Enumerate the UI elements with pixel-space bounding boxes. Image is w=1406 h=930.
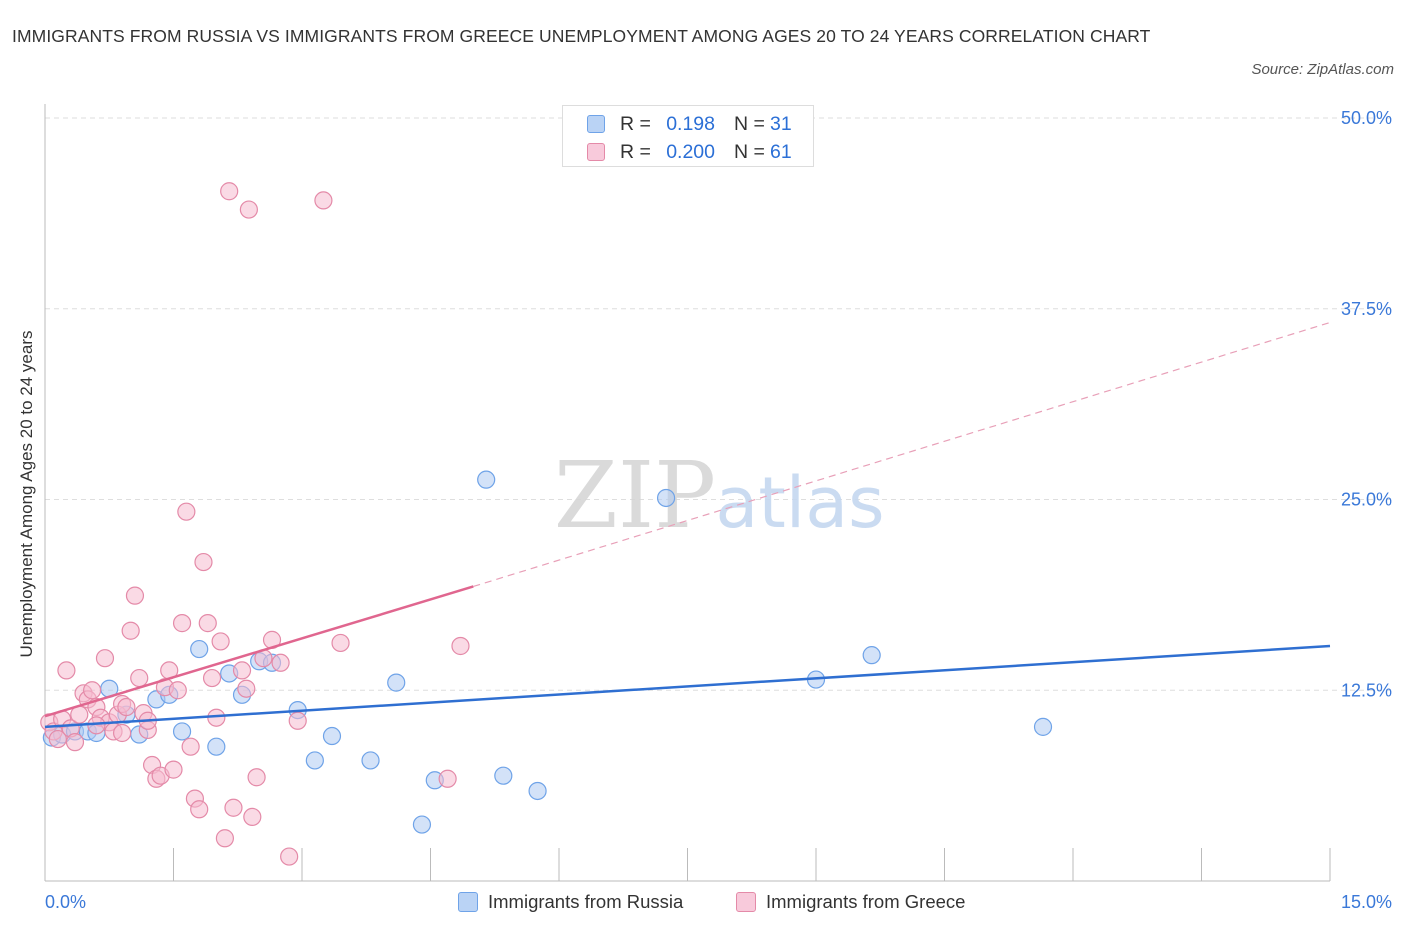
greece-point bbox=[331, 633, 350, 653]
watermark-zip: ZIP bbox=[554, 442, 716, 549]
greece-point bbox=[83, 681, 102, 700]
greece-point bbox=[288, 711, 307, 730]
greece-point bbox=[194, 552, 213, 572]
russia-point bbox=[322, 726, 342, 746]
greece-point bbox=[215, 829, 234, 848]
greece-point bbox=[190, 800, 209, 819]
greece-point bbox=[451, 636, 470, 656]
russia-point bbox=[412, 815, 432, 834]
russia-point bbox=[387, 673, 406, 692]
russia-point bbox=[528, 781, 547, 801]
greece-point bbox=[164, 760, 183, 779]
greece-point bbox=[220, 182, 239, 201]
y-tick-label: 50.0% bbox=[1341, 108, 1392, 128]
greece-point bbox=[239, 200, 258, 219]
greece-point bbox=[232, 661, 252, 680]
greece-point bbox=[237, 679, 256, 698]
russia-point bbox=[494, 766, 513, 785]
greece-point bbox=[87, 716, 106, 735]
russia-r-label: R = bbox=[620, 113, 651, 135]
russia-swatch bbox=[587, 115, 605, 133]
legend-greece-swatch bbox=[736, 892, 756, 912]
russia-point bbox=[305, 751, 324, 770]
greece-n-value: 61 bbox=[770, 141, 792, 163]
y-tick-label: 12.5% bbox=[1341, 680, 1392, 700]
russia-point bbox=[172, 722, 192, 741]
greece-point bbox=[112, 723, 132, 743]
greece-point bbox=[95, 649, 115, 668]
greece-point bbox=[198, 614, 217, 633]
greece-point bbox=[117, 697, 136, 717]
greece-point bbox=[314, 191, 333, 210]
greece-point bbox=[271, 653, 290, 672]
greece-point bbox=[125, 586, 145, 605]
greece-point bbox=[181, 737, 200, 756]
grid-layer bbox=[45, 117, 1390, 691]
greece-trend-extension bbox=[473, 321, 1331, 588]
points-layer bbox=[40, 182, 1053, 866]
greece-point bbox=[211, 632, 230, 651]
watermark: ZIP atlas bbox=[554, 442, 885, 549]
x-tick-label: 15.0% bbox=[1341, 892, 1392, 912]
greece-point bbox=[65, 733, 85, 752]
russia-point bbox=[477, 470, 496, 489]
legend-greece-label: Immigrants from Greece bbox=[766, 891, 966, 912]
legend-russia-swatch bbox=[458, 892, 478, 912]
source-label: Source: ZipAtlas.com bbox=[1251, 61, 1394, 78]
greece-point bbox=[202, 668, 222, 688]
greece-n-label: N = bbox=[734, 141, 765, 163]
greece-trend-line bbox=[44, 585, 474, 718]
greece-point bbox=[57, 661, 76, 680]
x-tick-label: 0.0% bbox=[45, 892, 86, 912]
russia-point bbox=[207, 737, 226, 756]
watermark-atlas: atlas bbox=[715, 462, 884, 544]
tick-labels: 12.5% 25.0% 37.5% 50.0% 0.0% 15.0% bbox=[45, 108, 1392, 912]
russia-point bbox=[862, 646, 881, 665]
russia-n-label: N = bbox=[734, 113, 765, 135]
greece-point bbox=[130, 668, 149, 688]
greece-swatch bbox=[587, 143, 605, 161]
greece-point bbox=[121, 621, 140, 640]
greece-point bbox=[224, 798, 243, 817]
greece-point bbox=[207, 708, 226, 727]
greece-point bbox=[438, 769, 457, 788]
russia-r-value: 0.198 bbox=[666, 113, 715, 135]
greece-r-label: R = bbox=[620, 141, 651, 163]
greece-point bbox=[168, 681, 187, 700]
greece-point bbox=[247, 768, 266, 787]
chart-title: IMMIGRANTS FROM RUSSIA VS IMMIGRANTS FRO… bbox=[12, 26, 1151, 46]
russia-point bbox=[190, 639, 209, 659]
russia-point bbox=[1033, 717, 1053, 736]
greece-point bbox=[177, 502, 196, 521]
greece-point bbox=[280, 847, 299, 866]
stats-box: R = 0.198 N = 31 R = 0.200 N = 61 bbox=[562, 105, 814, 167]
greece-point bbox=[48, 729, 67, 749]
axis-layer bbox=[44, 104, 1331, 882]
trend-layer bbox=[44, 321, 1331, 729]
greece-r-value: 0.200 bbox=[666, 141, 715, 163]
legend-russia-label: Immigrants from Russia bbox=[488, 891, 684, 912]
y-tick-label: 25.0% bbox=[1341, 490, 1392, 510]
russia-trend-line bbox=[44, 644, 1331, 729]
russia-point bbox=[361, 751, 380, 770]
greece-point bbox=[243, 807, 262, 827]
y-tick-label: 37.5% bbox=[1341, 299, 1392, 319]
greece-point bbox=[172, 614, 192, 633]
russia-n-value: 31 bbox=[770, 113, 792, 135]
russia-point bbox=[656, 488, 676, 508]
